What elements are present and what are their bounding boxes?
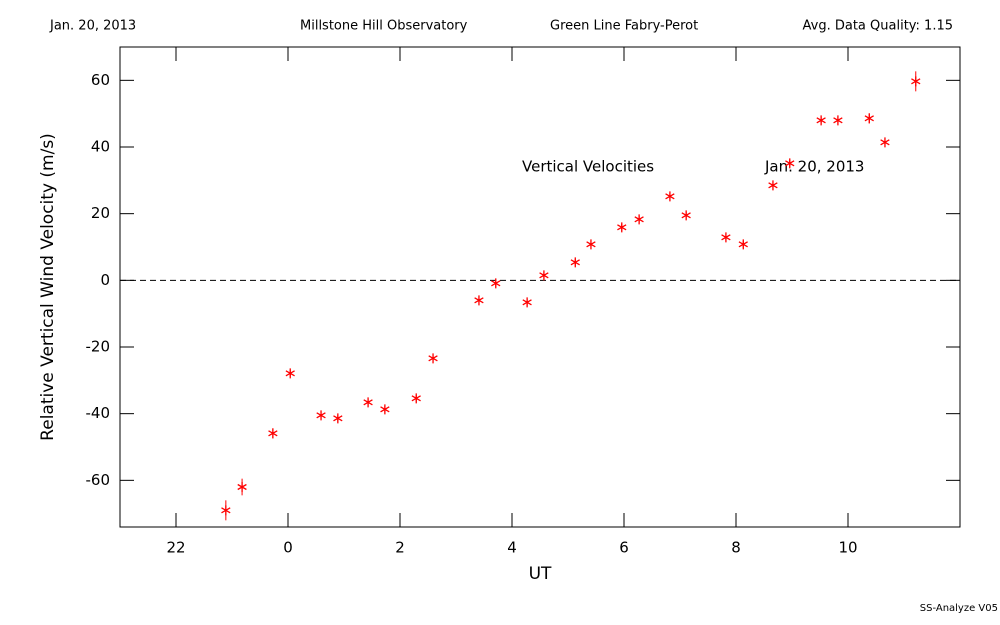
marker <box>474 295 484 306</box>
annotation: Vertical Velocities <box>522 158 654 176</box>
x-tick-label: 2 <box>395 539 405 557</box>
header-quality: Avg. Data Quality: 1.15 <box>803 19 953 34</box>
header-instrument: Green Line Fabry-Perot <box>550 19 698 34</box>
marker <box>864 113 874 124</box>
marker <box>428 353 438 364</box>
marker <box>268 428 278 439</box>
y-tick-label: -20 <box>86 338 111 356</box>
marker <box>833 115 843 126</box>
marker <box>316 410 326 421</box>
marker <box>221 505 231 516</box>
marker <box>634 214 644 225</box>
marker <box>522 297 532 308</box>
marker <box>738 239 748 250</box>
marker <box>411 393 421 404</box>
marker <box>816 115 826 126</box>
marker <box>237 482 247 492</box>
marker <box>491 278 501 289</box>
marker <box>586 239 596 250</box>
marker <box>380 404 390 415</box>
x-tick-label: 4 <box>507 539 517 557</box>
x-tick-label: 22 <box>166 539 185 557</box>
marker <box>665 191 675 202</box>
marker <box>880 137 890 148</box>
plot-frame <box>119 46 961 528</box>
y-tick-label: 40 <box>91 138 110 156</box>
x-tick-label: 8 <box>731 539 741 557</box>
y-tick-label: 60 <box>91 71 110 89</box>
marker <box>363 397 373 408</box>
marker <box>721 232 731 243</box>
y-tick-label: 0 <box>100 271 110 289</box>
y-tick-label: 20 <box>91 204 110 222</box>
marker <box>911 76 921 87</box>
y-axis-label: Relative Vertical Wind Velocity (m/s) <box>38 133 58 441</box>
marker <box>785 158 795 169</box>
header-date: Jan. 20, 2013 <box>49 19 136 34</box>
x-axis-label: UT <box>529 564 552 584</box>
marker <box>539 270 549 281</box>
annotation: Jan. 20, 2013 <box>764 158 864 176</box>
marker <box>333 413 343 424</box>
marker <box>617 222 627 233</box>
header-observatory: Millstone Hill Observatory <box>300 19 468 34</box>
y-tick-label: -40 <box>86 404 111 422</box>
marker <box>768 180 778 191</box>
y-tick-label: -60 <box>86 471 111 489</box>
footer: SS-Analyze V05 <box>920 603 998 614</box>
marker <box>285 368 295 379</box>
x-tick-label: 0 <box>283 539 293 557</box>
x-tick-label: 6 <box>619 539 629 557</box>
marker <box>570 257 580 268</box>
marker <box>681 210 691 221</box>
x-tick-label: 10 <box>838 539 857 557</box>
